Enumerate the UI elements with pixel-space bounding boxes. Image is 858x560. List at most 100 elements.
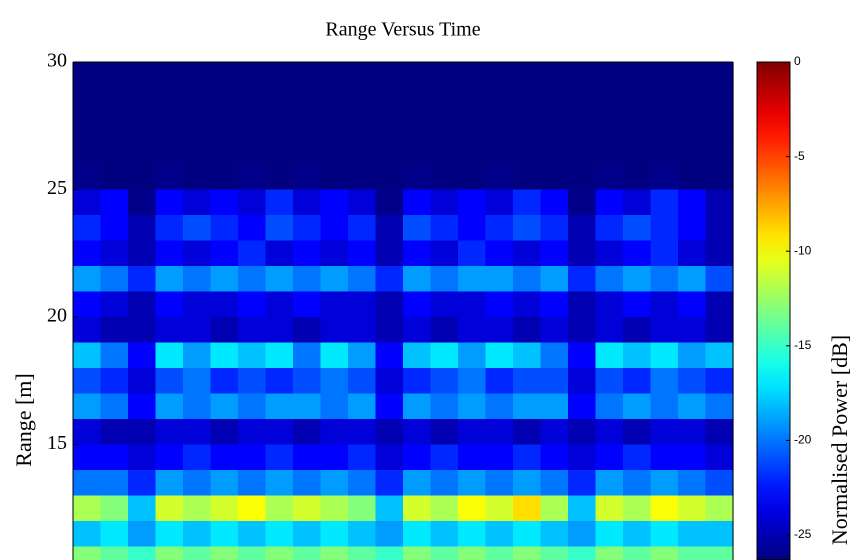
heatmap-cell <box>596 190 624 216</box>
heatmap-cell <box>376 190 404 216</box>
heatmap-cell <box>156 317 184 343</box>
heatmap-cell <box>101 241 129 267</box>
heatmap-cell <box>321 317 349 343</box>
heatmap-cell <box>266 368 294 394</box>
colorbar-tick-label: -5 <box>794 149 805 163</box>
heatmap-cell <box>486 113 514 139</box>
heatmap-cell <box>266 394 294 420</box>
heatmap-cell <box>431 419 459 445</box>
heatmap-cell <box>541 496 569 522</box>
heatmap-cell <box>486 496 514 522</box>
heatmap-cell <box>321 470 349 496</box>
heatmap-cell <box>348 62 376 88</box>
heatmap-cell <box>238 113 266 139</box>
heatmap-cell <box>128 368 156 394</box>
heatmap-cell <box>348 266 376 292</box>
heatmap-cell <box>156 368 184 394</box>
heatmap-cell <box>513 394 541 420</box>
heatmap-cell <box>183 521 211 547</box>
heatmap-cell <box>293 62 321 88</box>
heatmap-cell <box>183 266 211 292</box>
heatmap-cell <box>238 317 266 343</box>
heatmap-cell <box>101 419 129 445</box>
colorbar-tick-label: 0 <box>794 54 801 68</box>
y-tick-label: 20 <box>47 305 67 327</box>
heatmap-cell <box>101 445 129 471</box>
heatmap-cell <box>183 190 211 216</box>
heatmap-cell <box>596 521 624 547</box>
heatmap-cell <box>238 445 266 471</box>
heatmap-cell <box>706 317 734 343</box>
heatmap-cell <box>211 368 239 394</box>
heatmap-cell <box>183 547 211 560</box>
heatmap-cell <box>541 88 569 114</box>
heatmap-cell <box>403 62 431 88</box>
heatmap-cell <box>458 317 486 343</box>
heatmap-cell <box>623 215 651 241</box>
heatmap-cell <box>293 445 321 471</box>
heatmap-cell <box>568 470 596 496</box>
heatmap-cell <box>541 164 569 190</box>
heatmap-cell <box>183 88 211 114</box>
heatmap-cell <box>238 521 266 547</box>
heatmap-cell <box>156 521 184 547</box>
heatmap-cell <box>596 113 624 139</box>
heatmap-cell <box>596 394 624 420</box>
heatmap-cell <box>238 266 266 292</box>
heatmap-cell <box>238 394 266 420</box>
heatmap-cell <box>651 88 679 114</box>
heatmap-cell <box>431 190 459 216</box>
heatmap-cell <box>321 394 349 420</box>
heatmap-cell <box>431 241 459 267</box>
heatmap-cell <box>293 113 321 139</box>
heatmap-cell <box>431 496 459 522</box>
heatmap-cell <box>183 62 211 88</box>
heatmap-cell <box>651 266 679 292</box>
heatmap-cell <box>678 496 706 522</box>
heatmap-cell <box>73 445 101 471</box>
heatmap-cell <box>376 266 404 292</box>
heatmap-cell <box>73 113 101 139</box>
heatmap-cell <box>403 470 431 496</box>
heatmap-cell <box>101 521 129 547</box>
heatmap-cell <box>238 419 266 445</box>
heatmap-cell <box>321 139 349 165</box>
heatmap-cell <box>376 496 404 522</box>
heatmap-cell <box>513 496 541 522</box>
heatmap-cell <box>376 215 404 241</box>
colorbar <box>757 62 790 560</box>
heatmap-cell <box>211 241 239 267</box>
heatmap-cell <box>211 88 239 114</box>
heatmap-cell <box>211 470 239 496</box>
heatmap-cell <box>348 470 376 496</box>
heatmap-cell <box>73 521 101 547</box>
heatmap-cell <box>486 190 514 216</box>
heatmap-cell <box>348 394 376 420</box>
heatmap-cell <box>706 547 734 560</box>
heatmap-cell <box>156 139 184 165</box>
heatmap-cell <box>211 394 239 420</box>
heatmap-cell <box>266 496 294 522</box>
heatmap-cell <box>403 292 431 318</box>
heatmap-cell <box>156 88 184 114</box>
heatmap-cell <box>266 62 294 88</box>
heatmap-cell <box>458 547 486 560</box>
heatmap-cell <box>266 164 294 190</box>
heatmap-cell <box>238 496 266 522</box>
colorbar-tick-label: -20 <box>794 433 812 447</box>
heatmap-cell <box>568 139 596 165</box>
heatmap-cell <box>678 521 706 547</box>
heatmap-cell <box>458 394 486 420</box>
heatmap-cell <box>266 445 294 471</box>
heatmap-cell <box>348 88 376 114</box>
heatmap-cell <box>486 419 514 445</box>
heatmap-cell <box>293 88 321 114</box>
heatmap-cell <box>376 419 404 445</box>
heatmap-cell <box>183 317 211 343</box>
heatmap-cell <box>348 445 376 471</box>
heatmap-cell <box>101 292 129 318</box>
heatmap-cell <box>596 62 624 88</box>
heatmap-cell <box>211 445 239 471</box>
heatmap-cell <box>293 521 321 547</box>
heatmap-cell <box>403 419 431 445</box>
